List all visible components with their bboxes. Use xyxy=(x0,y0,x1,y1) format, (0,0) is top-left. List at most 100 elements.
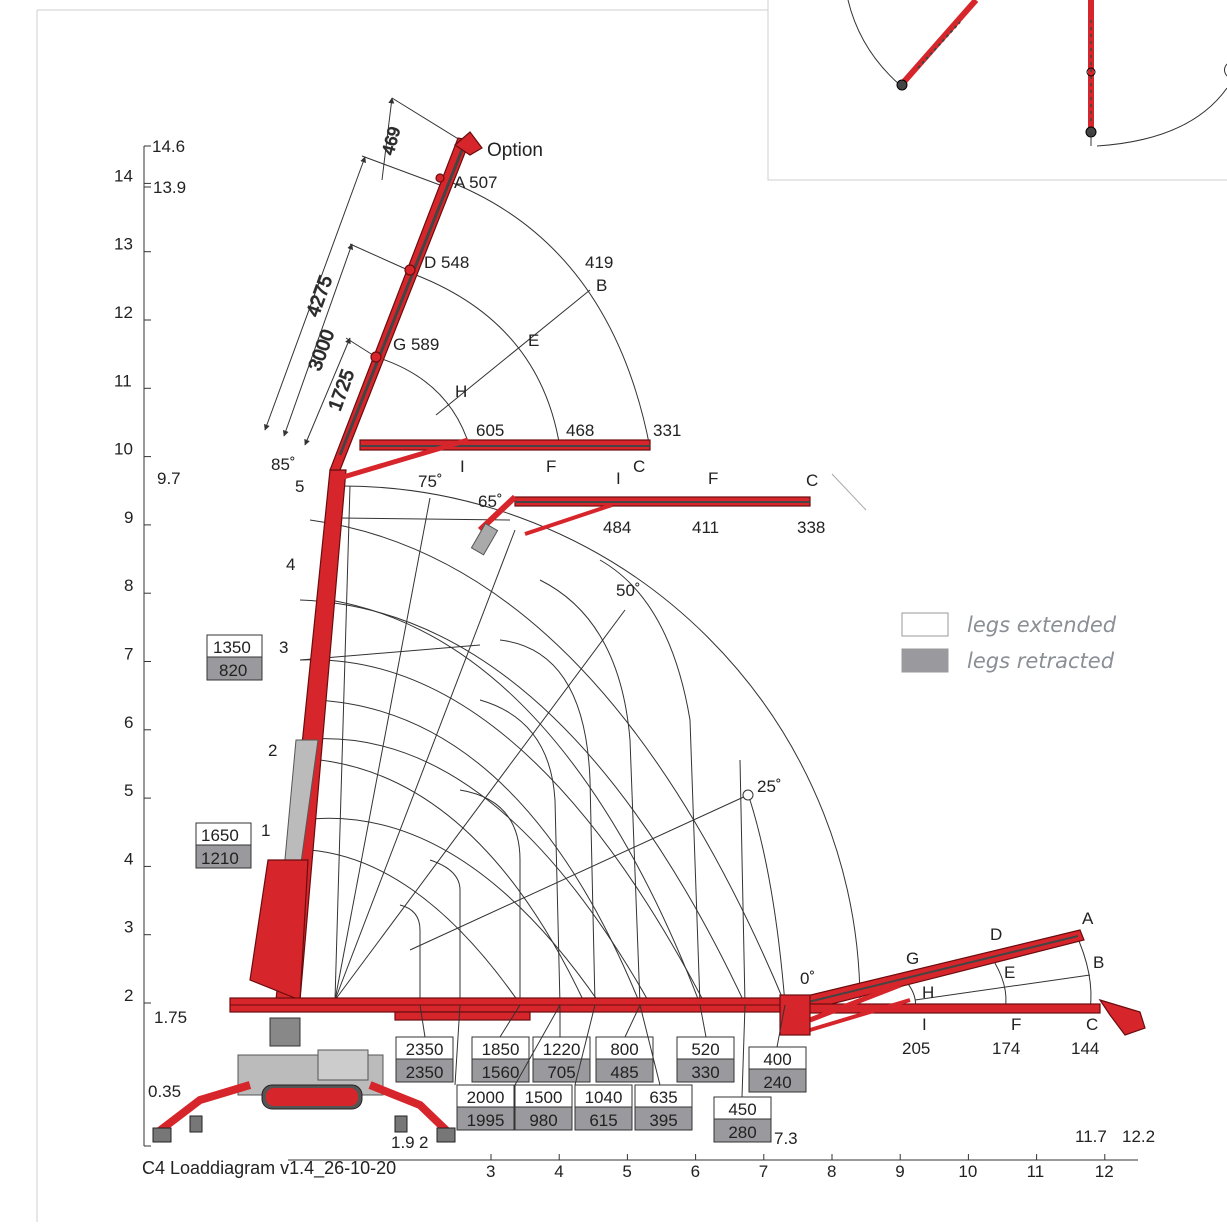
y-mark-1-75: 1.75 xyxy=(154,1008,187,1027)
load-box-row1-800-extended: 800 xyxy=(610,1040,638,1059)
load-box-row1-520-extended: 520 xyxy=(691,1040,719,1059)
svg-text:820: 820 xyxy=(219,661,247,680)
boom65-load-c: 338 xyxy=(797,518,825,537)
y-mark-14-6: 14.6 xyxy=(152,137,185,156)
point-a-label: A 507 xyxy=(454,173,498,192)
load-box-row2-450-extended: 450 xyxy=(728,1100,756,1119)
load-box-row1-400-extended: 400 xyxy=(763,1050,791,1069)
diagram-labels: Option 85˚ 75˚ 65˚ 50˚ 25˚ 0˚ 5 4 3 2 1 xyxy=(261,140,815,988)
load-box-row2-1040: 1040 615 xyxy=(574,1084,633,1131)
boom0-load-i: 205 xyxy=(902,1039,930,1058)
load-box-left-1350: 1350 820 xyxy=(206,634,263,681)
x-mark-7-3: 7.3 xyxy=(774,1129,798,1148)
y-tick-label-14: 14 xyxy=(114,166,133,185)
boom85-load-c: 331 xyxy=(653,421,681,440)
load-box-row2-1500-extended: 1500 xyxy=(525,1088,563,1107)
x-tick-label-12: 12 xyxy=(1095,1162,1114,1181)
x-tick-label-7: 7 xyxy=(759,1162,768,1181)
dim-469: 469 xyxy=(379,125,405,157)
x-tick-label-9: 9 xyxy=(895,1162,904,1181)
y-tick-label-10: 10 xyxy=(114,440,133,459)
radius-4: 4 xyxy=(286,555,295,574)
boom85-id-f: F xyxy=(546,457,556,476)
x-mark-11-7: 11.7 xyxy=(1075,1127,1107,1146)
svg-text:1350: 1350 xyxy=(213,638,251,657)
boom85-id-i: I xyxy=(460,457,465,476)
svg-text:1210: 1210 xyxy=(201,849,239,868)
boom0-id-d: D xyxy=(990,925,1002,944)
boom85-load-i: 605 xyxy=(476,421,504,440)
y-mark-13-9: 13.9 xyxy=(153,178,186,197)
option-label: Option xyxy=(487,140,543,161)
boom85-load-f: 468 xyxy=(566,421,594,440)
load-box-row2-1500: 1500 980 xyxy=(514,1084,573,1131)
x-tick-label-3: 3 xyxy=(486,1162,495,1181)
radius-3: 3 xyxy=(279,638,288,657)
top-boom-points: A 507 D 548 G 589 419 B E H xyxy=(393,173,613,401)
legend-swatch-retracted xyxy=(901,648,949,673)
load-box-row1-400-retracted: 240 xyxy=(763,1073,791,1092)
boom0-load-f: 174 xyxy=(992,1039,1020,1058)
load-box-row1-520-retracted: 330 xyxy=(691,1063,719,1082)
boom-85-points: 605 468 331 I F C xyxy=(460,421,681,476)
y-tick-label-13: 13 xyxy=(114,235,133,254)
load-box-row2-635-retracted: 395 xyxy=(649,1111,677,1130)
y-tick-label-7: 7 xyxy=(124,645,133,664)
y-tick-label-6: 6 xyxy=(124,713,133,732)
x-mark-2: 2 xyxy=(419,1133,428,1152)
load-box-row2-2000-extended: 2000 xyxy=(467,1088,505,1107)
y-tick-label-8: 8 xyxy=(124,576,133,595)
x-tick-label-11: 11 xyxy=(1027,1162,1045,1181)
angle-25: 25˚ xyxy=(757,777,782,796)
load-box-row2-1500-retracted: 980 xyxy=(529,1111,557,1130)
load-box-row2-635-extended: 635 xyxy=(649,1088,677,1107)
load-box-row1-800-retracted: 485 xyxy=(610,1063,638,1082)
boom0-id-a: A xyxy=(1082,909,1094,928)
boom0-id-h: H xyxy=(922,983,934,1002)
y-mark-9-7: 9.7 xyxy=(157,469,181,488)
page-frame xyxy=(36,9,768,1222)
load-box-row1-1220-extended: 1220 xyxy=(543,1040,581,1059)
y-axis: 2 3 4 5 6 7 8 9 10 11 12 13 14 14.6 13.9 9.7 1.75 0.… xyxy=(114,137,187,1147)
load-box-row2-1040-retracted: 615 xyxy=(589,1111,617,1130)
boom65-id-i: I xyxy=(616,469,621,488)
boom0-id-b: B xyxy=(1093,953,1104,972)
x-mark-1-9: 1.9 xyxy=(391,1133,415,1152)
y-tick-label-3: 3 xyxy=(124,918,133,937)
x-mark-12-2: 12.2 xyxy=(1122,1127,1155,1146)
boom0-load-c: 144 xyxy=(1071,1039,1099,1058)
inset-top-view xyxy=(767,0,1227,181)
load-box-row1-1850-retracted: 1560 xyxy=(482,1063,520,1082)
point-b-load: 419 xyxy=(585,253,613,272)
load-box-row1-2350-retracted: 2350 xyxy=(406,1063,444,1082)
angle-0: 0˚ xyxy=(800,969,815,988)
boom65-load-i: 484 xyxy=(603,518,631,537)
boom65-id-c: C xyxy=(806,471,818,490)
x-tick-label-6: 6 xyxy=(691,1162,700,1181)
boom65-id-f: F xyxy=(708,469,718,488)
boom0-id-g: G xyxy=(906,949,919,968)
x-tick-label-5: 5 xyxy=(622,1162,631,1181)
load-box-row1-2350: 2350 2350 xyxy=(395,1036,454,1083)
y-tick-label-2: 2 xyxy=(124,986,133,1005)
x-tick-label-10: 10 xyxy=(958,1162,977,1181)
boom0-id-c: C xyxy=(1086,1015,1098,1034)
radius-5: 5 xyxy=(295,477,304,496)
boom-0-points: A D G B E H I F C 205 174 144 xyxy=(902,909,1104,1058)
point-d-label: D 548 xyxy=(424,253,469,272)
y-tick-label-4: 4 xyxy=(124,849,133,868)
point-g-label: G 589 xyxy=(393,335,439,354)
boom65-load-f: 411 xyxy=(692,518,719,537)
load-box-row2-450-retracted: 280 xyxy=(728,1123,756,1142)
angle-65: 65˚ xyxy=(478,492,503,511)
load-box-row1-1220-retracted: 705 xyxy=(547,1063,575,1082)
y-tick-label-5: 5 xyxy=(124,781,133,800)
load-box-row1-1220: 1220 705 xyxy=(532,1036,591,1083)
y-tick-label-12: 12 xyxy=(114,303,133,322)
y-mark-0-35: 0.35 xyxy=(148,1082,181,1101)
y-tick-label-9: 9 xyxy=(124,508,133,527)
